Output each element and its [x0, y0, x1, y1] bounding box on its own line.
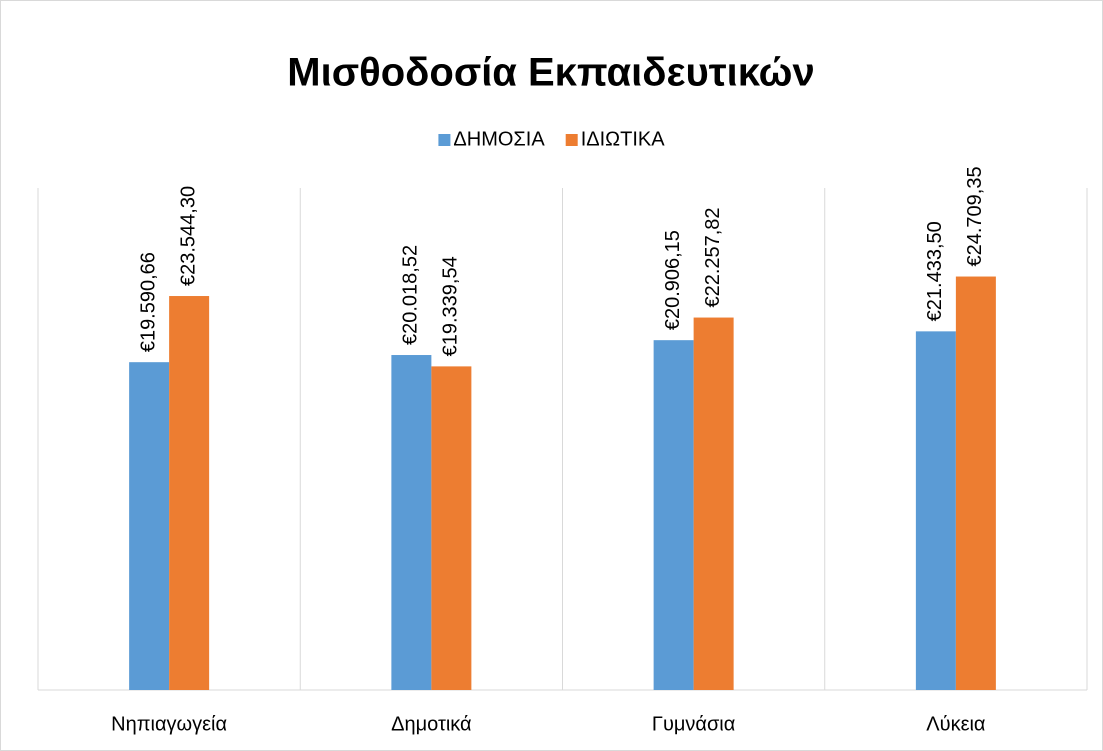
- legend-swatch: [438, 134, 451, 146]
- legend-label: ΙΔΙΩΤΙΚΑ: [581, 128, 666, 150]
- x-tick-label: Γυμνάσια: [652, 713, 735, 735]
- x-tick-label: Δημοτικά: [391, 713, 472, 735]
- legend-swatch: [565, 134, 578, 146]
- x-tick-label: Λύκεια: [926, 713, 985, 735]
- data-label: €22.257,82: [702, 207, 724, 307]
- data-label: €20.018,52: [400, 245, 422, 345]
- bar: [129, 362, 170, 690]
- legend-label: ΔΗΜΟΣΙΑ: [453, 128, 545, 150]
- data-label: €24.709,35: [964, 166, 986, 266]
- data-label: €19.590,66: [137, 252, 159, 352]
- bar: [693, 317, 734, 690]
- bar: [915, 331, 956, 690]
- data-label: €20.906,15: [662, 230, 684, 330]
- chart-title: Μισθοδοσία Εκπαιδευτικών: [287, 51, 814, 95]
- bar: [391, 355, 432, 690]
- data-label: €21.433,50: [924, 221, 946, 321]
- bar: [955, 276, 996, 690]
- data-label: €19.339,54: [440, 256, 462, 356]
- bar: [653, 340, 694, 690]
- data-label: €23.544,30: [177, 186, 199, 286]
- bar: [431, 366, 472, 690]
- x-tick-label: Νηπιαγωγεία: [111, 713, 227, 735]
- bar: [169, 296, 210, 690]
